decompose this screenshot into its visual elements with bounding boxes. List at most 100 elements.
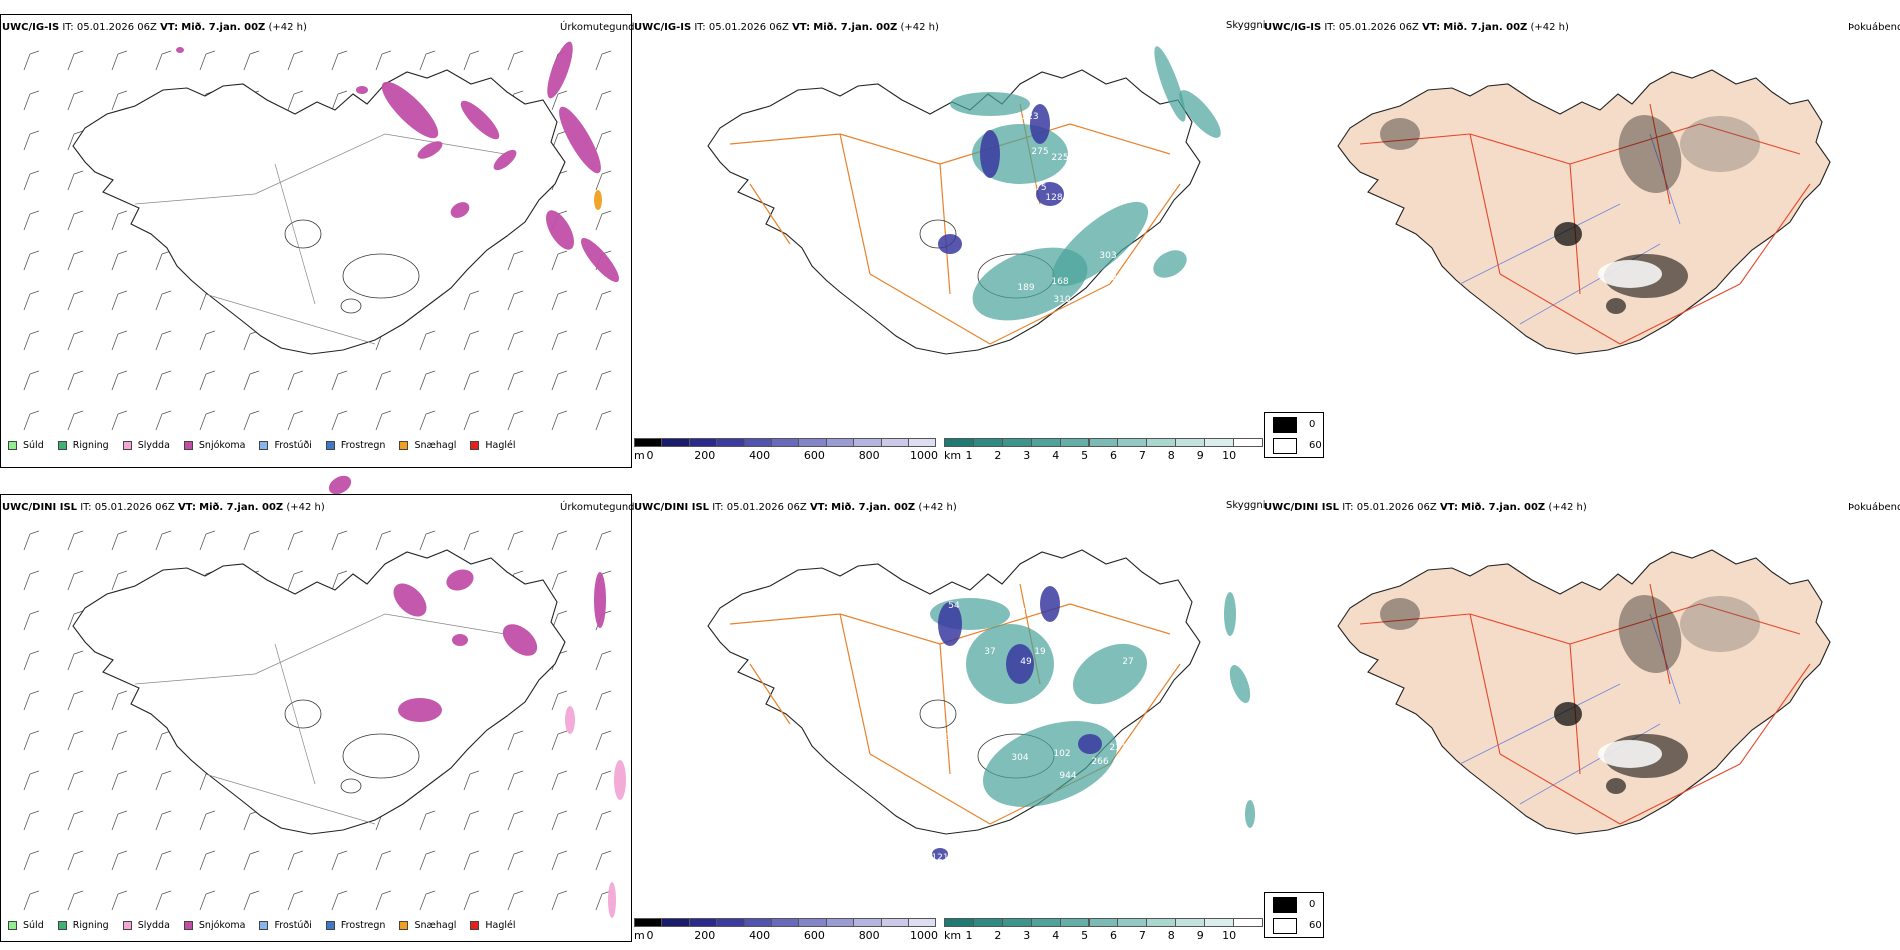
precip-cell — [546, 210, 574, 250]
visibility-area — [1153, 250, 1187, 278]
colorbar-cell — [853, 918, 882, 927]
visibility-value-label: 121 — [931, 853, 948, 863]
precip-cell — [594, 572, 606, 628]
wind-barb — [23, 650, 40, 671]
colorbar-tick-label: 200 — [694, 929, 716, 942]
vt-label: VT: — [160, 22, 179, 33]
wind-barb — [155, 250, 172, 271]
wind-barb — [595, 170, 612, 191]
elevation-colorbar: m 0 200 400 600 800 1000 — [634, 438, 938, 464]
colorbar-tick-label: 6 — [1110, 449, 1117, 462]
wind-barb — [595, 290, 612, 311]
precip-cell — [176, 47, 184, 53]
visibility-value-label: 123 — [1021, 112, 1038, 122]
wind-barb — [551, 410, 568, 431]
fog-area — [1606, 778, 1626, 794]
colorbar-cell — [716, 438, 745, 447]
wind-barb — [243, 890, 260, 911]
colorbar-cell — [1030, 918, 1061, 927]
wind-barb — [507, 50, 524, 71]
legend-item-1: Rigning — [57, 920, 109, 931]
colorbar-tick-label: 1 — [965, 449, 973, 462]
precip-cell — [328, 475, 352, 495]
road-line — [1569, 123, 1701, 165]
vt-value: Mið. 7.jan. 00Z — [1443, 22, 1528, 33]
wind-barb — [111, 210, 128, 231]
wind-barb — [23, 850, 40, 871]
precip-type-map — [23, 41, 620, 431]
wind-barb — [23, 570, 40, 591]
colorbar-cell — [880, 438, 909, 447]
road-line — [749, 183, 791, 245]
wind-barb — [155, 810, 172, 831]
colorbar-tick-label: 5 — [1081, 929, 1089, 942]
precip-type-panel-top — [0, 14, 632, 468]
wind-barb — [23, 130, 40, 151]
legend-label: Slydda — [137, 920, 170, 931]
it-label: IT: — [62, 22, 74, 33]
wind-barb — [331, 410, 348, 431]
road-line — [939, 163, 951, 295]
colorbar-unit: m — [634, 929, 645, 942]
panel-header: UWC/DINI ISL IT: 05.01.2026 06Z VT: Mið.… — [2, 502, 325, 514]
visibility-value-label: 225 — [1051, 153, 1068, 163]
colorbar-tick-label: 8 — [1167, 449, 1175, 462]
fog-index-legend: 0 60 — [1264, 892, 1324, 938]
wind-barb — [331, 890, 348, 911]
panel-header: UWC/IG-IS IT: 05.01.2026 06Z VT: Mið. 7.… — [634, 22, 939, 34]
wind-barb — [155, 410, 172, 431]
vt-label: VT: — [1439, 502, 1458, 513]
wind-barb — [23, 210, 40, 231]
wind-barb — [375, 530, 392, 551]
precip-cell — [398, 698, 442, 722]
wind-barb — [463, 370, 480, 391]
colorbar-cell — [1088, 438, 1119, 447]
precip-cell — [460, 100, 500, 140]
visibility-value-label: 19 — [1034, 647, 1046, 657]
fog-area — [1380, 598, 1420, 630]
wind-barb — [199, 530, 216, 551]
legend-item-2: Slydda — [122, 440, 170, 451]
wind-barb — [111, 250, 128, 271]
model-name: UWC/DINI ISL — [1264, 502, 1340, 513]
legend-swatch — [399, 441, 409, 450]
wind-barb — [331, 850, 348, 871]
visibility-value-label: 231 — [1109, 743, 1126, 753]
fog-area — [1554, 222, 1582, 246]
wind-barb — [507, 730, 524, 751]
legend-item-7: Haglél — [470, 920, 516, 931]
road-line — [1619, 283, 1741, 345]
road-line — [384, 133, 506, 155]
visibility-area — [1073, 643, 1147, 705]
colorbar-cell — [1117, 918, 1148, 927]
wind-barb — [23, 890, 40, 911]
fog-area — [1606, 298, 1626, 314]
road-line — [839, 133, 871, 275]
road-line — [1359, 133, 1471, 145]
wind-barb — [595, 690, 612, 711]
wind-barb — [155, 890, 172, 911]
legend-label: Snjókoma — [198, 920, 246, 931]
wind-barb — [199, 810, 216, 831]
wind-barb — [551, 530, 568, 551]
wind-barb — [67, 730, 84, 751]
road-line — [869, 273, 991, 345]
colorbar-cell — [661, 438, 690, 447]
wind-barb — [331, 570, 348, 591]
lead-time: (+42 h) — [1530, 22, 1569, 33]
road-line — [1469, 613, 1571, 645]
wind-barb — [243, 50, 260, 71]
wind-barb — [243, 330, 260, 351]
legend-label: Súld — [23, 440, 44, 451]
wind-barb — [111, 570, 128, 591]
iceland-coastline — [72, 69, 566, 355]
visibility-colorbar: km 1 2 3 4 5 6 7 8 9 10 — [944, 438, 1263, 464]
wind-barb — [155, 770, 172, 791]
colorbar-cell — [661, 918, 690, 927]
road-line — [839, 133, 941, 165]
fog-legend-label-high: 60 — [1309, 920, 1322, 931]
wind-barb — [111, 890, 128, 911]
colorbar-unit: m — [634, 449, 645, 462]
wind-barb — [507, 290, 524, 311]
wind-barb — [287, 570, 304, 591]
